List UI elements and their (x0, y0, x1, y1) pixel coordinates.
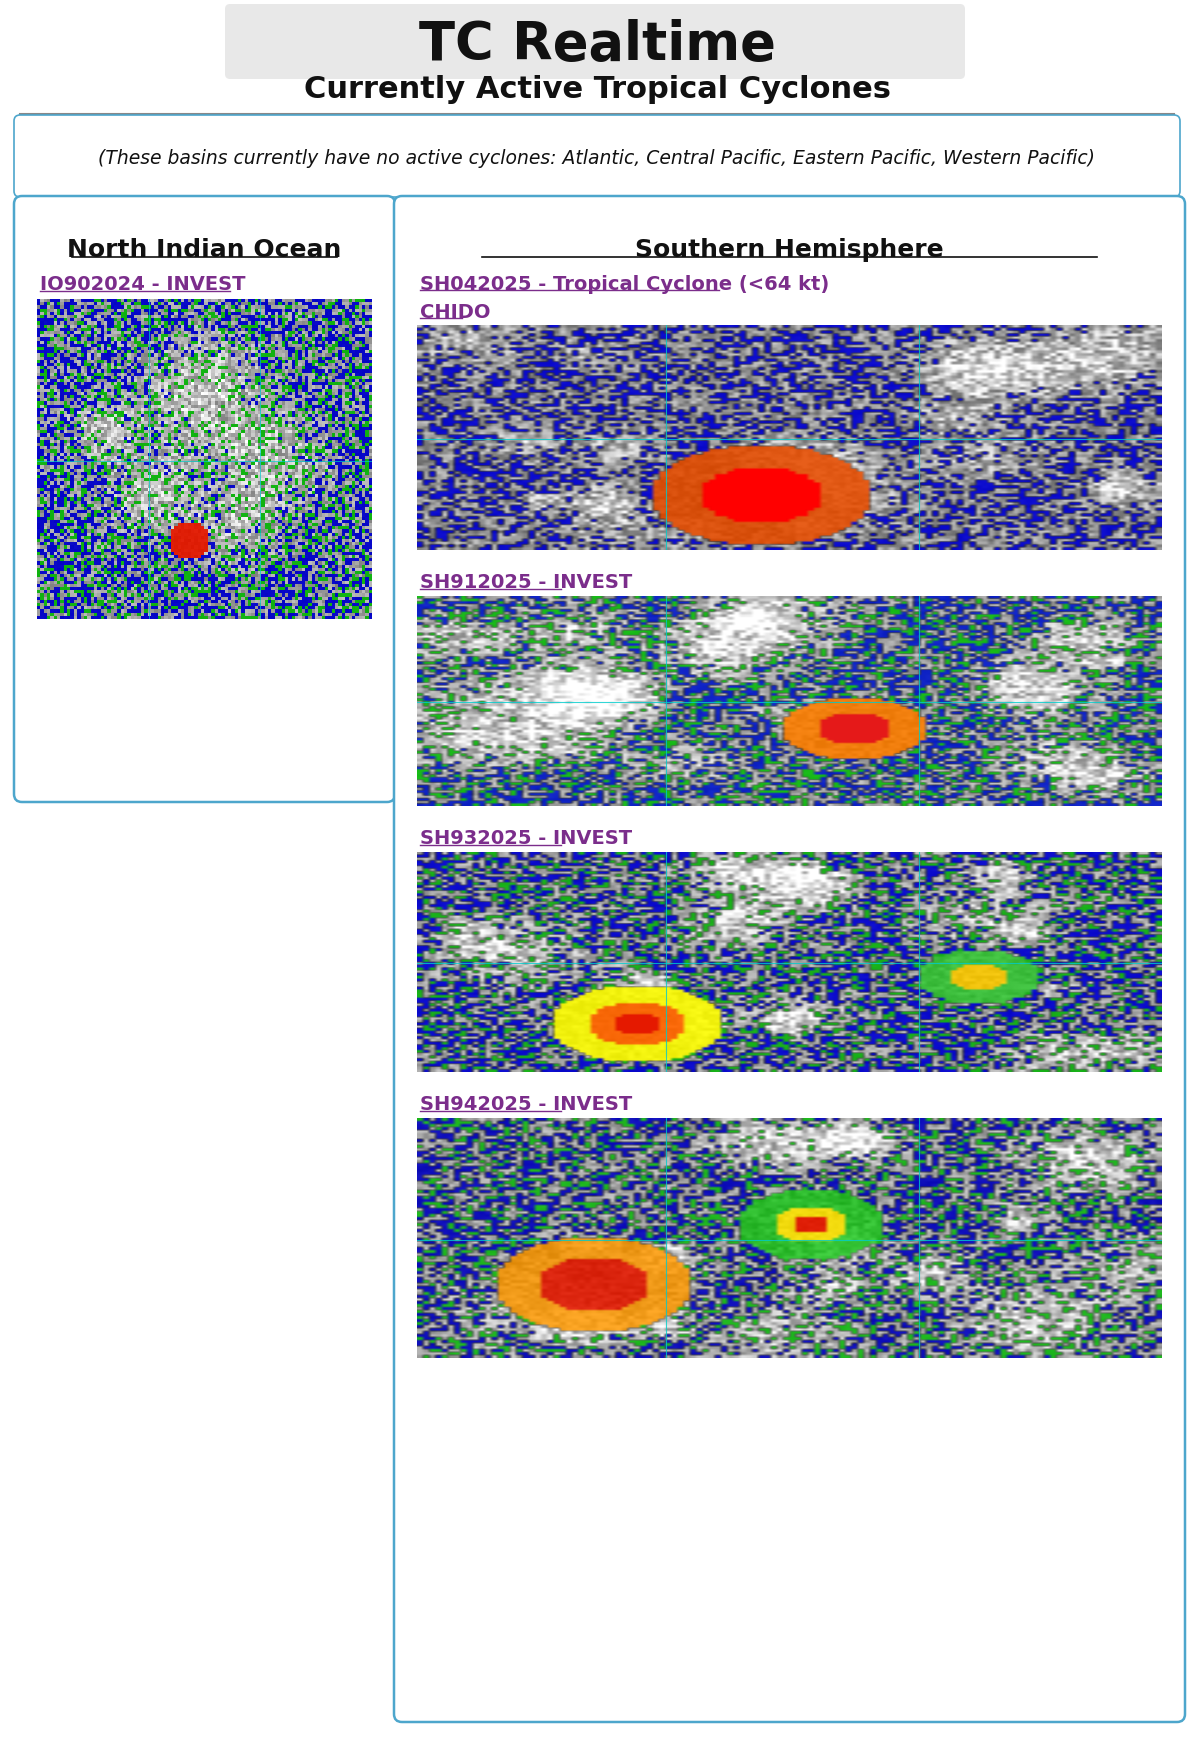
Text: SH042025 - Tropical Cyclone (<64 kt): SH042025 - Tropical Cyclone (<64 kt) (420, 274, 830, 294)
Bar (37, 301, 373, 619)
Text: IO902024 - INVEST: IO902024 - INVEST (41, 276, 246, 294)
Text: Currently Active Tropical Cyclones: Currently Active Tropical Cyclones (303, 75, 891, 105)
Bar (417, 325, 1162, 551)
Text: SH932025 - INVEST: SH932025 - INVEST (420, 829, 632, 848)
Text: CHIDO: CHIDO (420, 302, 491, 322)
Text: Southern Hemisphere: Southern Hemisphere (635, 238, 943, 262)
FancyBboxPatch shape (394, 198, 1184, 1722)
Bar (417, 1119, 1162, 1358)
Text: SH942025 - INVEST: SH942025 - INVEST (420, 1094, 633, 1113)
FancyBboxPatch shape (224, 5, 965, 80)
Text: North Indian Ocean: North Indian Ocean (67, 238, 341, 262)
Text: TC Realtime: TC Realtime (419, 19, 775, 70)
Bar (417, 853, 1162, 1072)
Text: SH912025 - INVEST: SH912025 - INVEST (420, 573, 633, 593)
FancyBboxPatch shape (14, 115, 1180, 198)
FancyBboxPatch shape (14, 198, 395, 802)
Text: (These basins currently have no active cyclones: Atlantic, Central Pacific, East: (These basins currently have no active c… (98, 149, 1096, 168)
Bar (417, 596, 1162, 806)
